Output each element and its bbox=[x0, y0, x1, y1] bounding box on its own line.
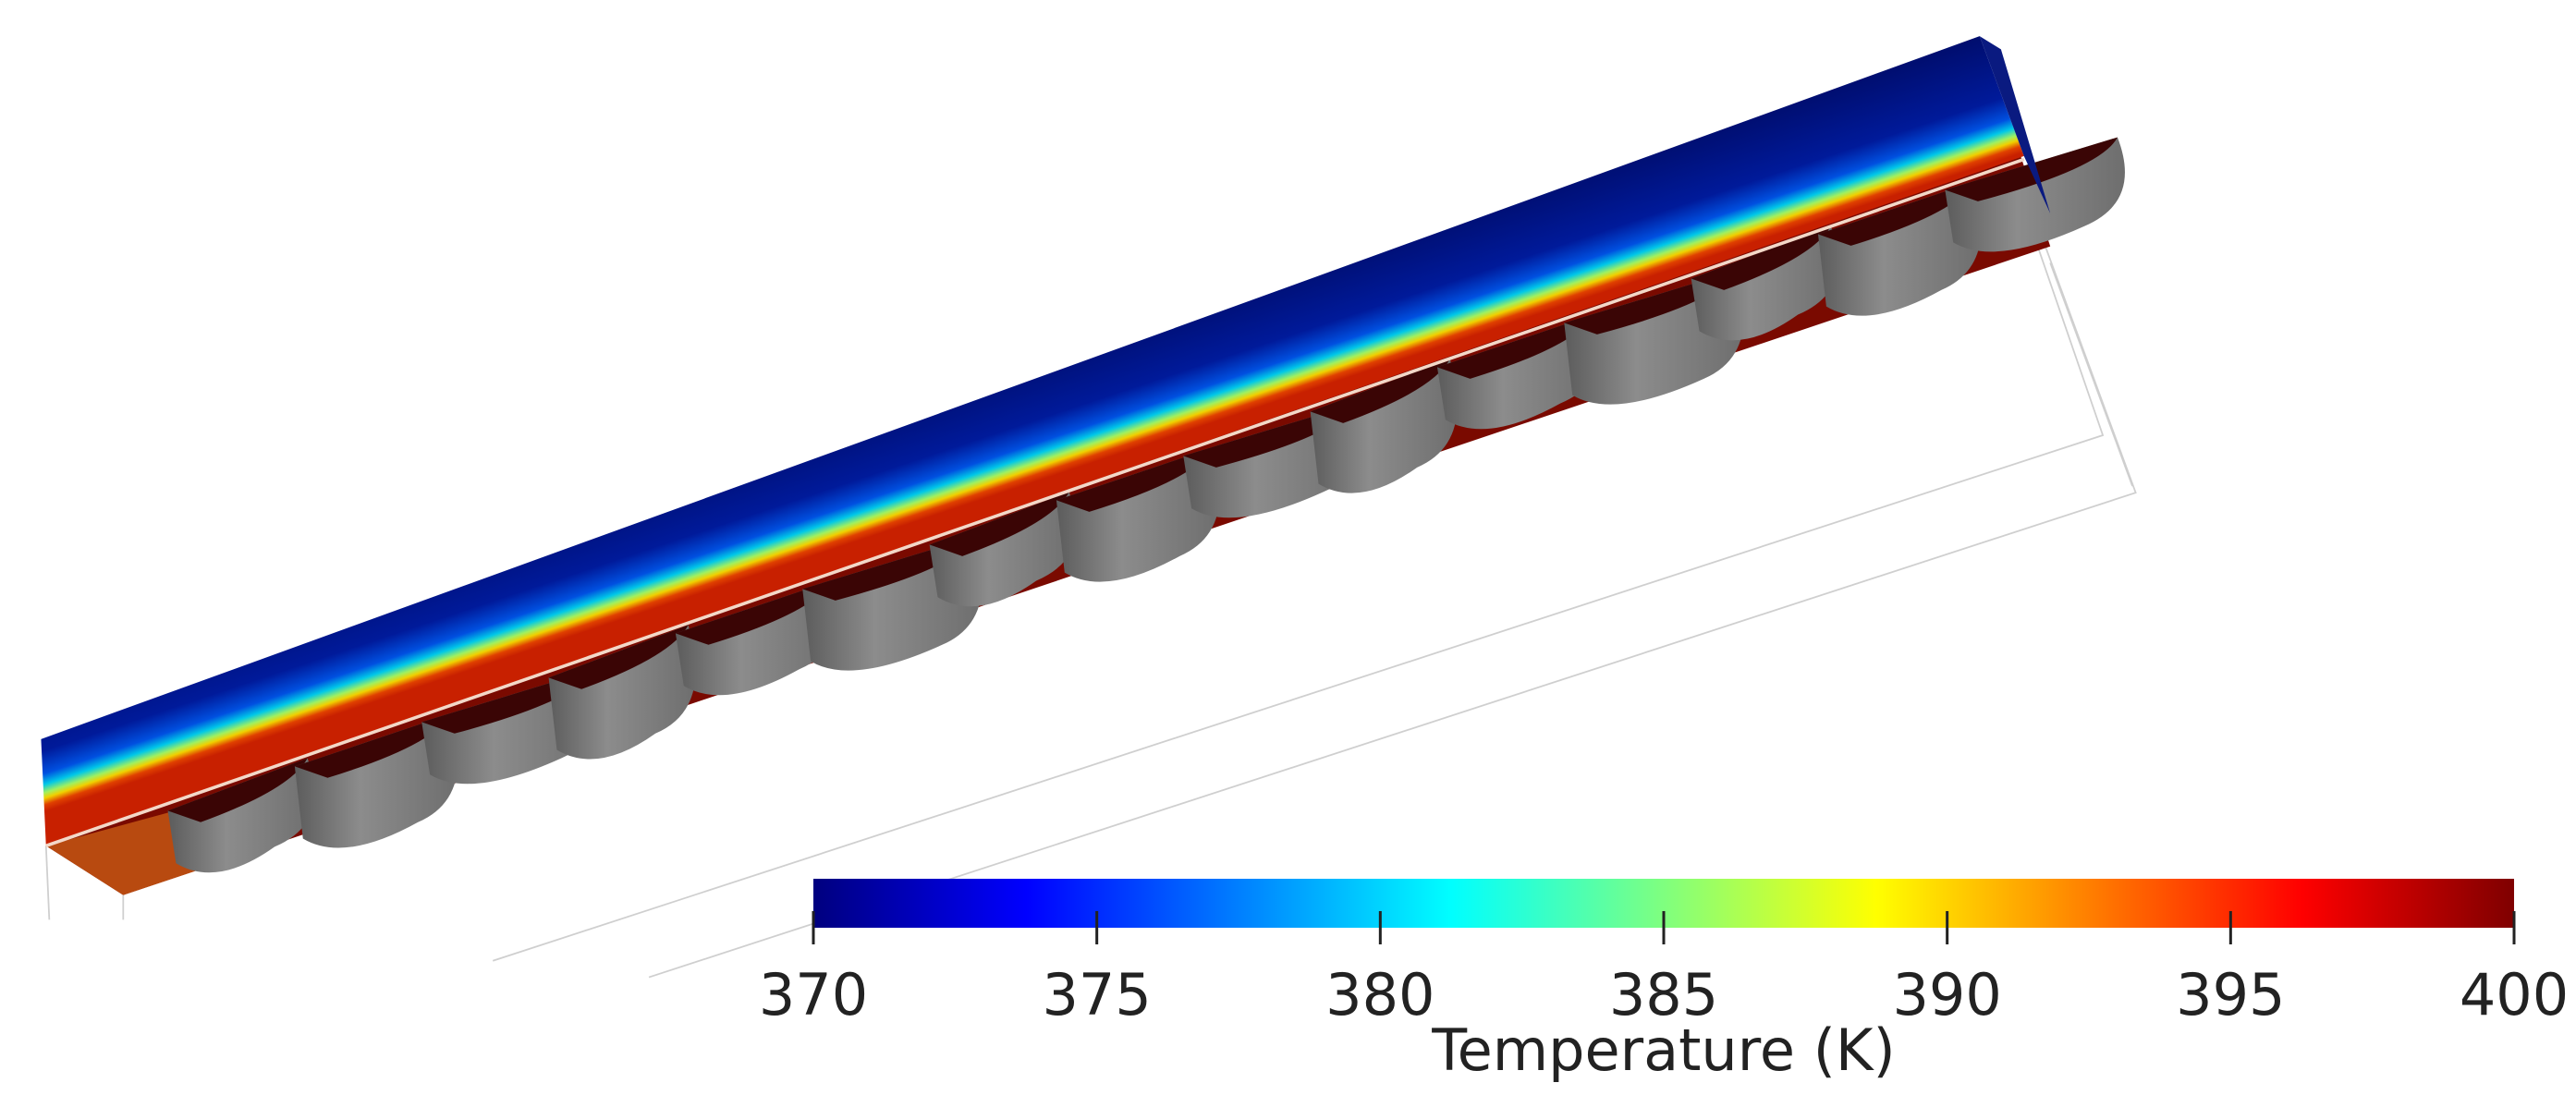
fin-top bbox=[167, 758, 308, 822]
tick-label: 390 bbox=[1892, 961, 2001, 1028]
fluid-domain bbox=[41, 36, 2024, 846]
fin bbox=[1691, 225, 1838, 341]
fin bbox=[929, 492, 1077, 607]
color-legend: Temperature (K) 370 375 380 385 390 395 400 bbox=[759, 879, 2569, 1084]
fin-top bbox=[548, 625, 689, 689]
fin bbox=[1310, 359, 1458, 493]
colorbar-title: Temperature (K) bbox=[1431, 1016, 1895, 1084]
fluid-domain-end bbox=[1979, 36, 2051, 214]
fin bbox=[1056, 447, 1220, 582]
fin-top bbox=[1056, 447, 1213, 512]
fin-top bbox=[1310, 359, 1450, 423]
fin bbox=[1817, 181, 1982, 316]
fin-top bbox=[1436, 314, 1593, 379]
tick-label: 385 bbox=[1609, 961, 1718, 1028]
fin bbox=[294, 713, 458, 848]
fin bbox=[548, 625, 696, 760]
tick-label: 370 bbox=[759, 961, 868, 1028]
tick-label: 380 bbox=[1325, 961, 1435, 1028]
tick-label: 375 bbox=[1042, 961, 1151, 1028]
outline-box bbox=[44, 196, 2137, 979]
fin-top bbox=[675, 580, 832, 645]
tick-label: 400 bbox=[2460, 961, 2569, 1028]
fin-top bbox=[1691, 225, 1831, 290]
fins bbox=[167, 137, 2125, 873]
fin-top bbox=[1817, 181, 1974, 246]
geometry bbox=[41, 36, 2137, 979]
fin bbox=[167, 758, 315, 873]
fin-top bbox=[294, 713, 451, 778]
fin-top bbox=[929, 492, 1069, 556]
tick-label: 395 bbox=[2176, 961, 2285, 1028]
interface-line bbox=[45, 157, 2025, 848]
